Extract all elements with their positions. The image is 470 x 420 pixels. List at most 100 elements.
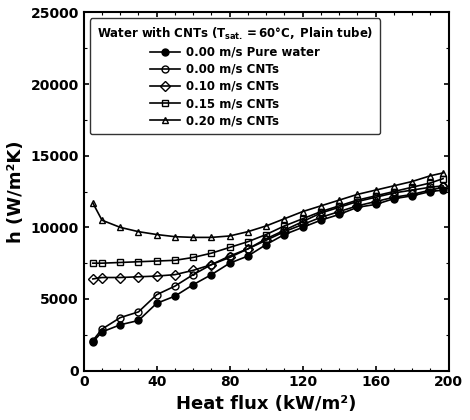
- 0.00 m/s Pure water: [99, 329, 105, 334]
- 0.15 m/s CNTs: [318, 209, 324, 214]
- 0.00 m/s CNTs: [245, 247, 251, 252]
- 0.20 m/s CNTs: [154, 232, 159, 237]
- 0.15 m/s CNTs: [282, 223, 287, 228]
- 0.15 m/s CNTs: [300, 216, 306, 221]
- 0.20 m/s CNTs: [428, 173, 433, 178]
- 0.15 m/s CNTs: [373, 193, 378, 198]
- 0.00 m/s Pure water: [136, 318, 141, 323]
- 0.15 m/s CNTs: [90, 261, 96, 266]
- 0.00 m/s Pure water: [154, 301, 159, 306]
- 0.00 m/s Pure water: [118, 322, 123, 327]
- 0.15 m/s CNTs: [99, 261, 105, 266]
- Line: 0.00 m/s Pure water: 0.00 m/s Pure water: [89, 186, 446, 346]
- 0.20 m/s CNTs: [440, 171, 446, 176]
- 0.10 m/s CNTs: [245, 247, 251, 252]
- 0.10 m/s CNTs: [90, 276, 96, 281]
- 0.00 m/s Pure water: [245, 254, 251, 259]
- 0.20 m/s CNTs: [337, 198, 342, 203]
- 0.20 m/s CNTs: [318, 203, 324, 208]
- 0.00 m/s CNTs: [337, 205, 342, 210]
- 0.15 m/s CNTs: [209, 251, 214, 256]
- 0.00 m/s CNTs: [440, 183, 446, 188]
- 0.10 m/s CNTs: [391, 195, 397, 200]
- 0.00 m/s CNTs: [318, 210, 324, 215]
- 0.15 m/s CNTs: [154, 259, 159, 264]
- 0.20 m/s CNTs: [391, 183, 397, 188]
- 0.00 m/s Pure water: [391, 196, 397, 201]
- 0.15 m/s CNTs: [409, 185, 415, 190]
- 0.20 m/s CNTs: [99, 218, 105, 223]
- 0.10 m/s CNTs: [337, 209, 342, 214]
- Line: 0.20 m/s CNTs: 0.20 m/s CNTs: [89, 169, 446, 241]
- 0.20 m/s CNTs: [209, 235, 214, 240]
- 0.20 m/s CNTs: [172, 234, 178, 239]
- 0.20 m/s CNTs: [136, 229, 141, 234]
- 0.15 m/s CNTs: [391, 189, 397, 194]
- 0.10 m/s CNTs: [209, 262, 214, 267]
- 0.00 m/s CNTs: [118, 315, 123, 320]
- Line: 0.15 m/s CNTs: 0.15 m/s CNTs: [89, 175, 446, 267]
- 0.10 m/s CNTs: [118, 275, 123, 280]
- 0.15 m/s CNTs: [245, 239, 251, 244]
- Line: 0.10 m/s CNTs: 0.10 m/s CNTs: [89, 184, 446, 282]
- 0.15 m/s CNTs: [227, 245, 233, 250]
- 0.00 m/s Pure water: [318, 218, 324, 223]
- 0.00 m/s CNTs: [282, 228, 287, 233]
- 0.10 m/s CNTs: [300, 222, 306, 227]
- 0.00 m/s CNTs: [154, 292, 159, 297]
- 0.00 m/s Pure water: [90, 339, 96, 344]
- 0.10 m/s CNTs: [263, 238, 269, 243]
- 0.15 m/s CNTs: [263, 232, 269, 237]
- 0.20 m/s CNTs: [90, 200, 96, 205]
- 0.20 m/s CNTs: [373, 188, 378, 193]
- 0.10 m/s CNTs: [409, 192, 415, 197]
- 0.20 m/s CNTs: [300, 209, 306, 214]
- 0.00 m/s Pure water: [337, 212, 342, 217]
- 0.00 m/s Pure water: [190, 282, 196, 287]
- X-axis label: Heat flux (kW/m²): Heat flux (kW/m²): [176, 395, 356, 413]
- 0.10 m/s CNTs: [354, 203, 360, 208]
- Y-axis label: h (W/m²K): h (W/m²K): [7, 140, 25, 243]
- 0.10 m/s CNTs: [99, 275, 105, 280]
- 0.00 m/s Pure water: [354, 205, 360, 210]
- 0.10 m/s CNTs: [440, 185, 446, 190]
- 0.00 m/s CNTs: [190, 272, 196, 277]
- 0.00 m/s Pure water: [282, 232, 287, 237]
- 0.15 m/s CNTs: [136, 259, 141, 264]
- 0.00 m/s CNTs: [90, 338, 96, 343]
- 0.00 m/s Pure water: [227, 261, 233, 266]
- 0.20 m/s CNTs: [118, 225, 123, 230]
- 0.00 m/s Pure water: [172, 294, 178, 299]
- 0.00 m/s CNTs: [227, 254, 233, 259]
- 0.20 m/s CNTs: [409, 179, 415, 184]
- 0.00 m/s CNTs: [263, 236, 269, 241]
- 0.00 m/s Pure water: [209, 272, 214, 277]
- 0.00 m/s CNTs: [391, 190, 397, 195]
- 0.00 m/s CNTs: [99, 327, 105, 332]
- 0.15 m/s CNTs: [440, 176, 446, 181]
- 0.00 m/s Pure water: [440, 188, 446, 193]
- 0.00 m/s CNTs: [209, 262, 214, 267]
- 0.10 m/s CNTs: [227, 255, 233, 260]
- 0.00 m/s Pure water: [428, 189, 433, 194]
- 0.10 m/s CNTs: [282, 229, 287, 234]
- 0.00 m/s Pure water: [263, 242, 269, 247]
- Line: 0.00 m/s CNTs: 0.00 m/s CNTs: [89, 182, 446, 344]
- 0.15 m/s CNTs: [172, 258, 178, 263]
- 0.15 m/s CNTs: [354, 198, 360, 203]
- 0.15 m/s CNTs: [118, 260, 123, 265]
- 0.00 m/s Pure water: [300, 225, 306, 230]
- 0.00 m/s CNTs: [172, 284, 178, 289]
- 0.00 m/s CNTs: [136, 310, 141, 315]
- 0.20 m/s CNTs: [245, 229, 251, 234]
- 0.00 m/s Pure water: [373, 202, 378, 207]
- 0.10 m/s CNTs: [318, 215, 324, 220]
- 0.00 m/s CNTs: [373, 195, 378, 200]
- 0.20 m/s CNTs: [354, 192, 360, 197]
- 0.15 m/s CNTs: [190, 255, 196, 260]
- 0.10 m/s CNTs: [154, 273, 159, 278]
- 0.10 m/s CNTs: [172, 272, 178, 277]
- 0.20 m/s CNTs: [227, 234, 233, 239]
- 0.00 m/s CNTs: [300, 219, 306, 224]
- 0.10 m/s CNTs: [136, 274, 141, 279]
